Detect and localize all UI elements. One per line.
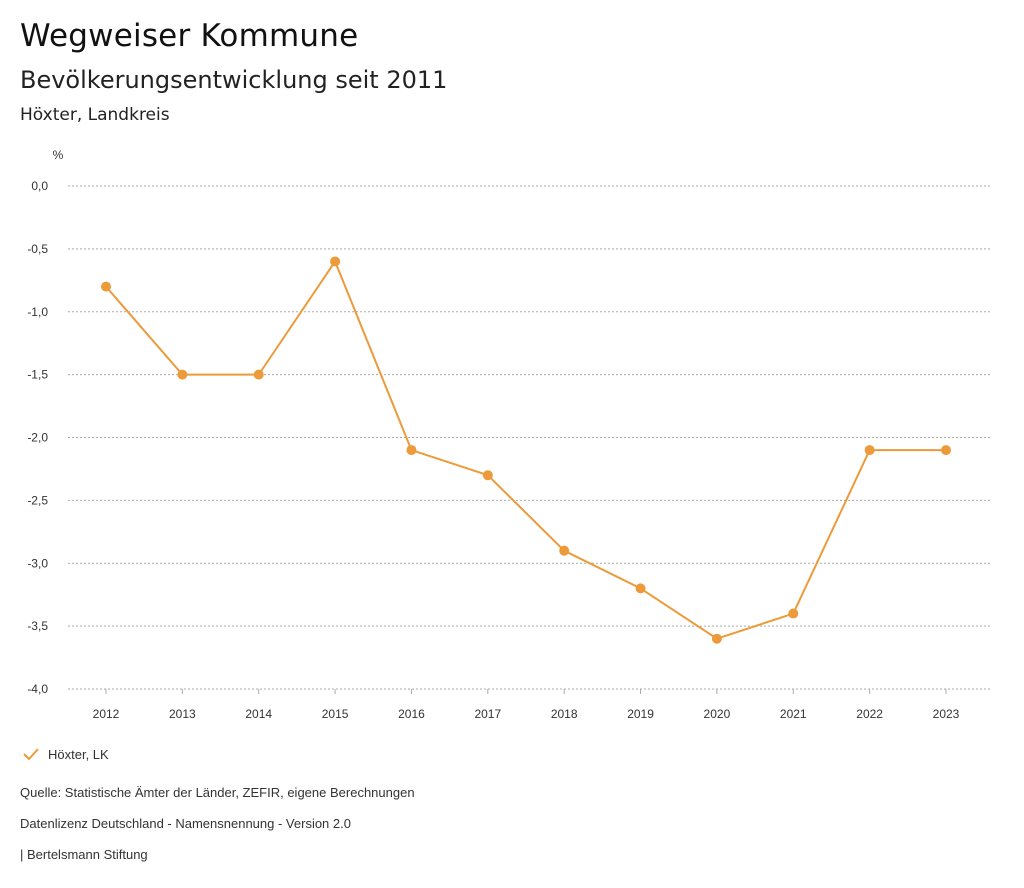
y-axis-unit-label: % [53,148,64,162]
y-tick-label: -2,0 [27,431,48,445]
x-tick-label: 2019 [627,707,654,721]
y-tick-label: -1,0 [27,305,48,319]
x-tick-label: 2013 [169,707,196,721]
page-title: Wegweiser Kommune [20,18,359,54]
x-tick-label: 2018 [551,707,578,721]
line-chart: % 0,0 -0,5 -1,0 -1,5 -2,0 -2,5 -3,0 -3,5 -4,0 2012… [27,148,990,721]
x-tick-label: 2021 [780,707,807,721]
y-tick-label: -3,5 [27,619,48,633]
x-tick-label: 2016 [398,707,425,721]
x-tick-label: 2022 [856,707,883,721]
data-point [711,633,722,644]
x-tick-label: 2015 [322,707,349,721]
y-tick-label: -3,0 [27,556,48,570]
x-tick-label: 2023 [933,707,960,721]
chart-legend[interactable]: Höxter, LK [20,745,109,763]
y-tick-label: 0,0 [31,179,48,193]
y-tick-label: -1,5 [27,368,48,382]
x-tick-label: 2012 [93,707,120,721]
source-note: Quelle: Statistische Ämter der Länder, Z… [20,785,415,800]
data-point [941,445,951,456]
data-point [406,445,417,456]
data-point [635,583,646,594]
data-point [482,470,493,481]
y-tick-label: -4,0 [27,682,48,696]
region-label: Höxter, Landkreis [20,105,170,125]
legend-label: Höxter, LK [48,746,109,762]
x-tick-label: 2014 [245,707,272,721]
data-point [253,369,264,380]
license-note: Datenlizenz Deutschland - Namensnennung … [20,816,351,831]
data-point [788,608,799,619]
data-point [177,369,188,380]
y-tick-label: -0,5 [27,242,48,256]
checkmark-icon [23,748,39,761]
data-point [330,256,341,267]
data-point [559,545,570,556]
data-point [101,281,111,292]
series-line [105,260,946,640]
x-tick-label: 2020 [704,707,731,721]
publisher-note: | Bertelsmann Stiftung [20,847,148,862]
y-tick-label: -2,5 [27,493,48,507]
x-tick-label: 2017 [474,707,501,721]
data-point [864,445,875,456]
chart-subtitle: Bevölkerungsentwicklung seit 2011 [20,66,448,94]
